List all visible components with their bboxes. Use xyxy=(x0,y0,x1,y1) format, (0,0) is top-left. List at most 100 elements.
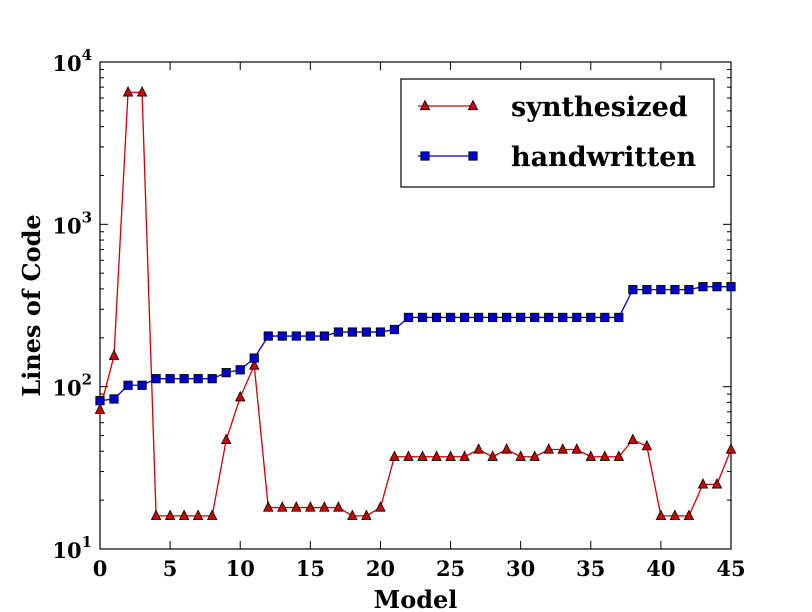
legend-label: handwritten xyxy=(511,142,696,173)
x-tick-label: 45 xyxy=(716,556,745,581)
data-point-synthesized xyxy=(305,501,316,512)
data-point-handwritten xyxy=(403,312,414,323)
data-point-synthesized xyxy=(333,501,344,512)
data-point-handwritten xyxy=(333,327,343,337)
data-point-synthesized xyxy=(234,390,246,402)
data-point-handwritten xyxy=(179,374,189,384)
data-point-handwritten xyxy=(628,285,638,295)
data-point-handwritten xyxy=(558,312,568,323)
data-point-handwritten xyxy=(249,353,259,363)
data-point-handwritten xyxy=(319,331,329,341)
data-point-handwritten xyxy=(459,312,470,323)
data-point-synthesized xyxy=(108,349,120,360)
data-point-synthesized xyxy=(515,450,526,461)
data-point-synthesized xyxy=(655,509,667,520)
data-point-synthesized xyxy=(122,85,134,97)
x-tick-label: 15 xyxy=(296,556,325,581)
data-point-handwritten xyxy=(684,285,694,295)
data-point-synthesized xyxy=(599,450,611,461)
data-point-synthesized xyxy=(669,509,681,520)
legend-marker xyxy=(468,151,478,161)
legend-label: synthesized xyxy=(511,92,688,123)
data-point-synthesized xyxy=(473,443,484,454)
data-point-handwritten xyxy=(137,380,147,390)
data-point-synthesized xyxy=(178,509,190,520)
data-point-synthesized xyxy=(459,450,470,461)
data-point-synthesized xyxy=(445,450,456,461)
data-point-handwritten xyxy=(165,374,175,384)
data-point-synthesized xyxy=(164,509,176,520)
data-point-synthesized xyxy=(319,501,330,512)
data-point-handwritten xyxy=(95,396,105,406)
data-point-synthesized xyxy=(192,509,204,520)
data-point-handwritten xyxy=(221,368,231,378)
series-line-synthesized xyxy=(99,91,732,517)
x-tick-label: 10 xyxy=(226,556,255,581)
data-point-handwritten xyxy=(417,312,428,323)
data-point-synthesized xyxy=(347,509,358,520)
data-point-handwritten xyxy=(291,331,301,341)
data-point-handwritten xyxy=(277,331,287,341)
data-point-synthesized xyxy=(613,450,625,461)
data-point-handwritten xyxy=(151,374,161,384)
data-point-handwritten xyxy=(431,312,442,323)
y-tick-base: 10 xyxy=(52,213,81,238)
data-point-handwritten xyxy=(347,327,358,337)
data-point-handwritten xyxy=(698,282,708,292)
y-tick-exponent: 4 xyxy=(82,46,92,64)
x-tick-label: 0 xyxy=(93,556,108,581)
legend-marker xyxy=(420,151,430,161)
data-point-handwritten xyxy=(375,327,386,337)
data-point-handwritten xyxy=(516,312,526,323)
data-point-handwritten xyxy=(586,312,596,323)
x-tick-label: 20 xyxy=(366,556,395,581)
data-point-synthesized xyxy=(375,501,386,512)
data-point-synthesized xyxy=(501,443,512,454)
y-axis-label: Lines of Code xyxy=(17,214,46,396)
y-tick-exponent: 2 xyxy=(82,371,92,389)
data-point-synthesized xyxy=(697,477,709,489)
data-point-handwritten xyxy=(488,312,498,323)
legend-item-handwritten: handwritten xyxy=(418,142,696,173)
series-line-handwritten xyxy=(99,286,731,402)
data-point-synthesized xyxy=(389,450,400,461)
data-point-handwritten xyxy=(572,312,582,323)
x-axis-label: Model xyxy=(374,585,458,612)
data-point-handwritten xyxy=(193,374,203,384)
data-point-handwritten xyxy=(109,394,119,404)
data-point-synthesized xyxy=(277,501,288,512)
data-point-handwritten xyxy=(712,282,722,292)
data-point-synthesized xyxy=(220,433,232,444)
y-tick-exponent: 1 xyxy=(82,533,92,551)
data-point-synthesized xyxy=(529,450,540,461)
data-point-synthesized xyxy=(291,501,302,512)
legend-item-synthesized: synthesized xyxy=(418,92,688,123)
data-point-synthesized xyxy=(206,509,218,520)
data-point-synthesized xyxy=(585,450,597,461)
data-point-synthesized xyxy=(557,443,568,454)
x-tick-label: 40 xyxy=(646,556,675,581)
data-point-synthesized xyxy=(431,450,442,461)
series-layer xyxy=(94,85,737,520)
y-tick-label: 104 xyxy=(52,46,92,76)
data-point-synthesized xyxy=(361,509,372,520)
data-point-synthesized xyxy=(263,501,274,512)
data-point-handwritten xyxy=(502,312,512,323)
data-point-synthesized xyxy=(627,433,639,444)
series-synthesized xyxy=(94,85,737,520)
data-point-handwritten xyxy=(670,285,680,295)
legend-marker xyxy=(419,99,431,111)
x-tick-label: 35 xyxy=(576,556,605,581)
data-point-synthesized xyxy=(94,403,106,414)
series-handwritten xyxy=(95,282,736,406)
data-point-handwritten xyxy=(656,285,666,295)
data-point-handwritten xyxy=(642,285,652,295)
data-point-synthesized xyxy=(136,85,148,97)
data-point-handwritten xyxy=(530,312,540,323)
data-point-handwritten xyxy=(445,312,456,323)
data-point-handwritten xyxy=(726,282,736,292)
y-tick-label: 103 xyxy=(52,208,92,238)
data-point-synthesized xyxy=(711,477,723,489)
